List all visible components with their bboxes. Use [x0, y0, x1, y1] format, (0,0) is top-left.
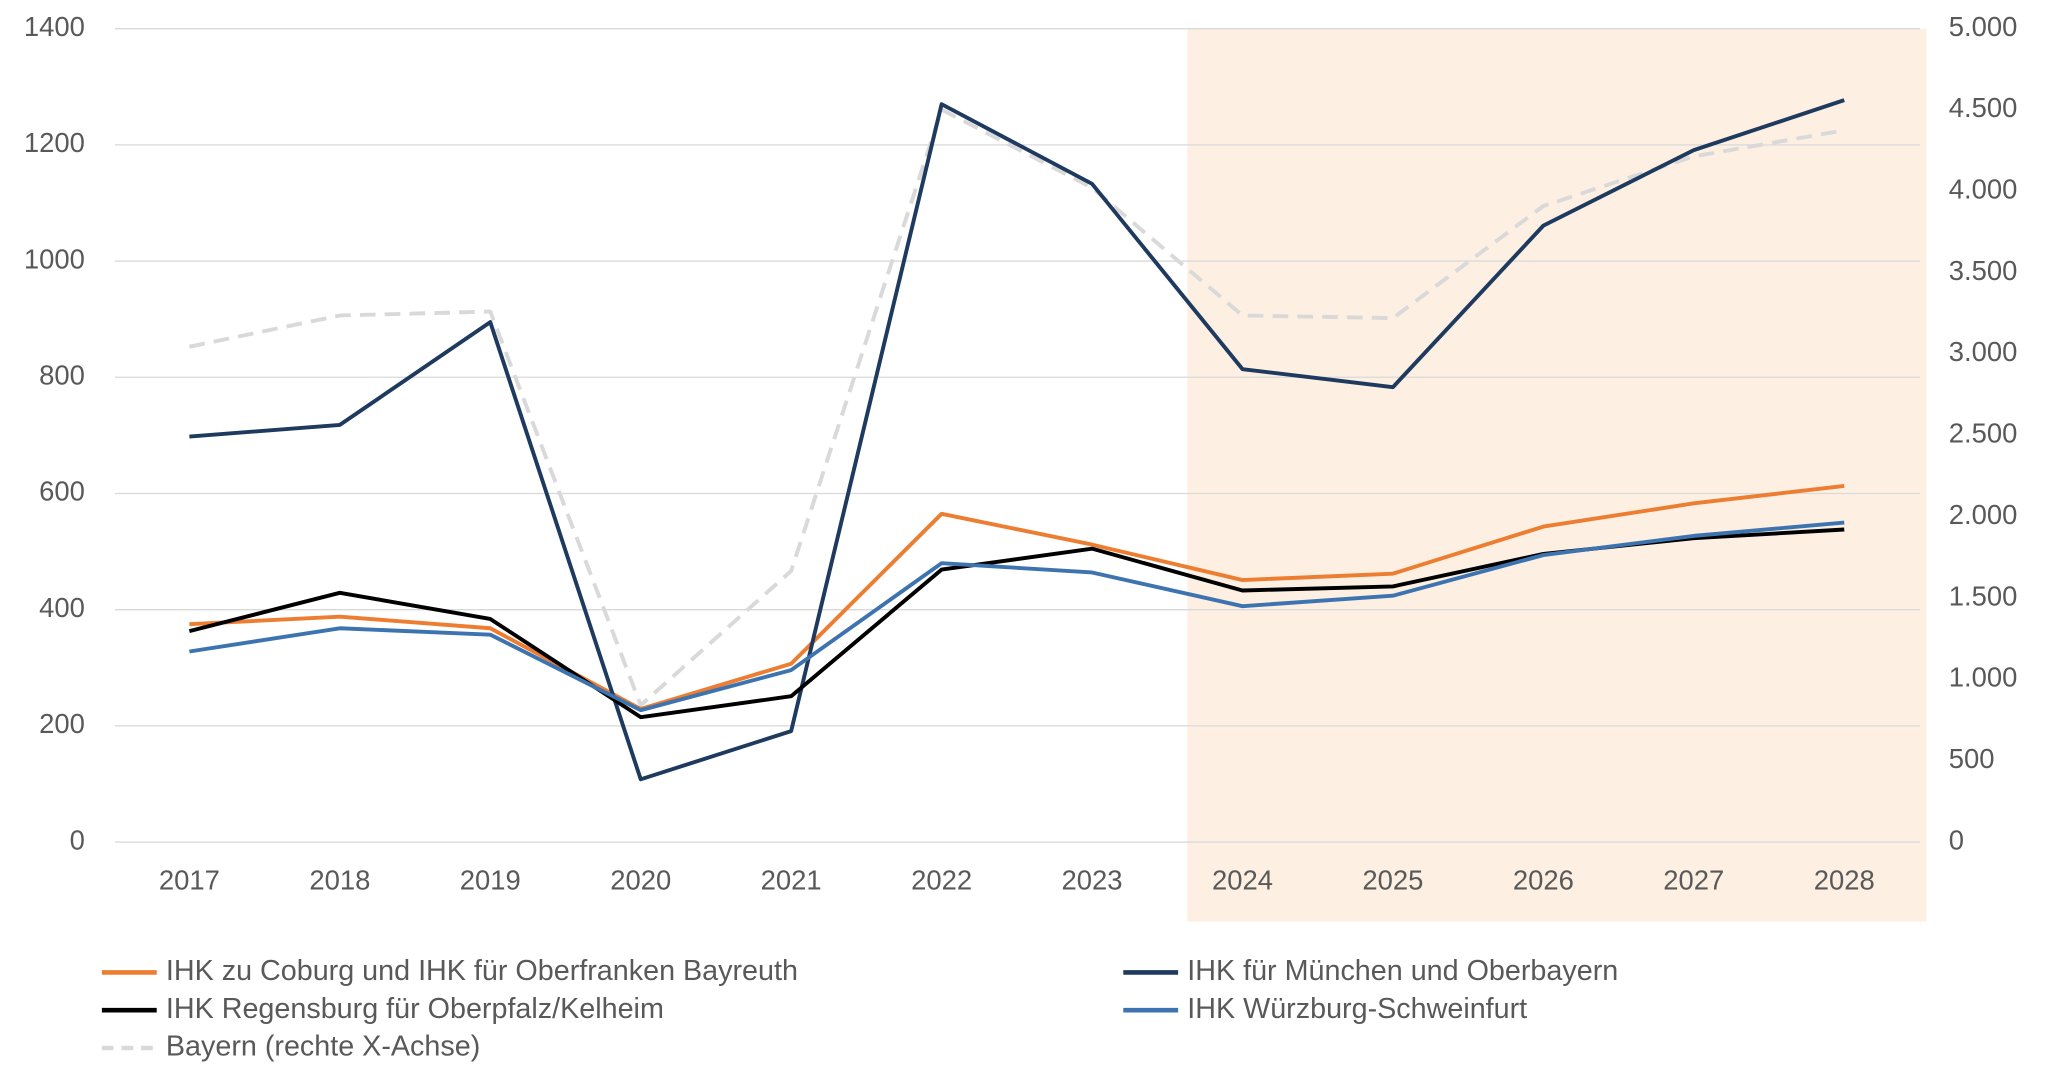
y-tick-label: 800 [39, 360, 85, 391]
x-tick-label: 2025 [1362, 865, 1423, 896]
y2-tick-label: 500 [1949, 743, 1995, 774]
y-tick-label: 0 [70, 824, 85, 855]
series-line [188, 107, 1845, 708]
y2-tick-label: 2.000 [1949, 499, 2018, 530]
x-tick-label: 2022 [911, 865, 972, 896]
y2-tick-label: 4.500 [1949, 92, 2018, 123]
y-tick-label: 400 [39, 592, 85, 623]
legend-label: IHK für München und Oberbayern [1187, 955, 1618, 987]
y2-tick-label: 1.500 [1949, 580, 2018, 611]
y2-tick-label: 4.000 [1949, 174, 2018, 205]
legend-label: IHK Würzburg-Schweinfurt [1187, 993, 1527, 1025]
x-tick-label: 2024 [1212, 865, 1273, 896]
x-tick-label: 2028 [1814, 865, 1875, 896]
y2-tick-label: 1.000 [1949, 662, 2018, 693]
series-line [189, 483, 1845, 711]
y-tick-label: 1000 [24, 243, 85, 274]
x-tick-label: 2018 [309, 865, 370, 896]
y2-tick-label: 3.500 [1949, 255, 2018, 286]
x-tick-label: 2020 [610, 865, 671, 896]
legend-label: IHK zu Coburg und IHK für Oberfranken Ba… [166, 955, 798, 987]
legend-label: Bayern (rechte X-Achse) [166, 1031, 480, 1063]
series-line [189, 520, 1845, 713]
y-tick-label: 200 [39, 708, 85, 739]
series-line [189, 98, 1845, 782]
x-tick-label: 2023 [1062, 865, 1123, 896]
x-tick-label: 2021 [761, 865, 822, 896]
y2-tick-label: 3.000 [1949, 336, 2018, 367]
x-tick-label: 2026 [1513, 865, 1574, 896]
x-tick-label: 2019 [460, 865, 521, 896]
forecast-shading [1187, 28, 1927, 922]
y-tick-label: 1200 [24, 127, 85, 158]
y2-tick-label: 5.000 [1949, 11, 2018, 42]
y-tick-label: 600 [39, 476, 85, 507]
legend-label: IHK Regensburg für Oberpfalz/Kelheim [166, 993, 664, 1025]
x-tick-label: 2017 [159, 865, 220, 896]
y2-tick-label: 0 [1949, 824, 1964, 855]
x-tick-label: 2027 [1663, 865, 1724, 896]
y2-tick-label: 2.500 [1949, 418, 2018, 449]
y-tick-label: 1400 [24, 11, 85, 42]
